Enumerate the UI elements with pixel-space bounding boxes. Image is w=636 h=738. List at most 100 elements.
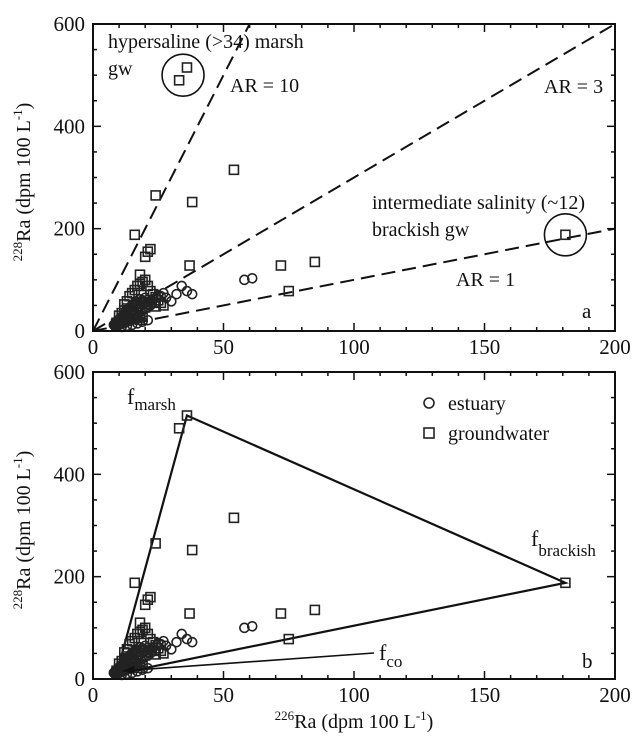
panel-b-xlabel-main: Ra (dpm 100 L (294, 711, 416, 733)
x-tick-label: 100 (338, 683, 370, 707)
y-tick-label: 600 (54, 360, 86, 384)
f-co-base: f (379, 640, 387, 665)
f-co-arrow-head (122, 666, 135, 675)
groundwater-point (173, 74, 185, 86)
panel-b-xlabel-sup: 226 (275, 708, 295, 723)
panel-a-ylabel-close: ) (13, 103, 35, 110)
panel-a-highlight-circles (161, 53, 588, 257)
x-tick-label: 50 (213, 683, 234, 707)
groundwater-point (142, 594, 154, 605)
groundwater-point (184, 260, 195, 271)
groundwater-point (560, 577, 571, 589)
intermediate-label: intermediate salinity (~12) (372, 192, 585, 214)
groundwater-point (121, 309, 133, 320)
groundwater-point (150, 649, 161, 660)
groundwater-point (139, 274, 151, 286)
panel-b-ylabel-exp: -1 (10, 457, 25, 468)
groundwater-point (275, 260, 287, 271)
f-co-arrow (122, 652, 375, 675)
panel-b-points (108, 410, 571, 681)
x-tick-label: 200 (599, 335, 631, 359)
hypersaline-label: hypersaline (>34) marsh (108, 31, 304, 53)
panel-b-ylabel-sup: 228 (10, 590, 25, 610)
hypersaline-label-gw: gw (108, 58, 133, 80)
groundwater-point (121, 657, 133, 668)
reference-line (92, 23, 251, 332)
estuary-point (186, 288, 198, 300)
groundwater-point (283, 285, 295, 297)
legend: estuary groundwater (423, 393, 549, 445)
estuary-point (181, 633, 193, 645)
groundwater-point (560, 229, 571, 241)
f-marsh-sub: marsh (134, 395, 176, 414)
panel-b-ylabel-main: Ra (dpm 100 L (13, 468, 35, 590)
y-tick-label: 0 (75, 319, 86, 343)
groundwater-point (134, 314, 146, 326)
groundwater-point (150, 301, 161, 312)
groundwater-point (309, 604, 321, 616)
f-marsh-base: f (127, 384, 135, 409)
groundwater-point (186, 544, 198, 556)
groundwater-point (184, 608, 195, 619)
panel-b-ylabel-close: ) (13, 451, 35, 458)
groundwater-point (142, 246, 154, 257)
groundwater-point (119, 311, 130, 322)
y-tick-label: 400 (54, 462, 86, 486)
groundwater-point (142, 647, 154, 658)
panel-a-ylabel: 228Ra (dpm 100 L-1) (10, 103, 35, 262)
highlight-circle (161, 53, 205, 97)
panel-a-ylabel-main: Ra (dpm 100 L (13, 120, 35, 242)
x-tick-label: 200 (599, 683, 631, 707)
estuary-point (246, 272, 258, 284)
panel-b-xlabel-close: ) (427, 711, 434, 733)
panel-b-ylabel: 228Ra (dpm 100 L-1) (10, 451, 35, 610)
ar10-label: AR = 10 (230, 75, 299, 97)
legend-groundwater-label: groundwater (448, 423, 549, 445)
panel-b-ticks: 0 50 100 150 200 0 200 400 600 (54, 360, 631, 707)
groundwater-point (186, 196, 198, 208)
f-brackish-label: fbrackish (531, 526, 596, 560)
panel-b-xlabel: 226Ra (dpm 100 L-1) (275, 708, 434, 733)
y-tick-label: 600 (54, 12, 86, 36)
groundwater-point (142, 299, 154, 310)
estuary-point (176, 628, 188, 640)
estuary-point (171, 636, 182, 648)
x-tick-label: 100 (338, 335, 370, 359)
f-brackish-base: f (531, 526, 539, 551)
panel-a-ylabel-exp: -1 (10, 109, 25, 120)
estuary-point (176, 280, 188, 292)
groundwater-point (150, 190, 161, 201)
estuary-point (186, 636, 198, 648)
x-tick-label: 0 (88, 683, 99, 707)
highlight-circle (543, 213, 588, 257)
reference-line (92, 227, 616, 332)
groundwater-point (139, 622, 151, 634)
panel-b: 228Ra (dpm 100 L-1) 0 50 100 150 20002004006… (10, 360, 631, 733)
legend-estuary-label: estuary (448, 393, 506, 415)
groundwater-point (145, 591, 156, 603)
y-tick-label: 0 (75, 667, 86, 691)
x-tick-label: 50 (213, 335, 234, 359)
groundwater-point (309, 256, 321, 268)
estuary-point (181, 285, 193, 297)
groundwater-point (134, 662, 146, 674)
panel-a-letter: a (582, 299, 592, 323)
y-tick-label: 400 (54, 114, 86, 138)
estuary-point (239, 622, 250, 634)
y-tick-label: 200 (54, 565, 86, 589)
intermediate-label-brackish: brackish gw (372, 219, 470, 241)
estuary-point (246, 620, 258, 632)
groundwater-point (129, 577, 141, 589)
panel-b-frame (92, 371, 616, 680)
f-co-label: fco (379, 640, 402, 671)
groundwater-point (181, 410, 193, 421)
groundwater-point (173, 422, 185, 434)
panel-a-points (108, 62, 571, 333)
groundwater-point (228, 512, 240, 524)
x-tick-label: 150 (469, 683, 501, 707)
ar3-label: AR = 3 (544, 76, 603, 98)
panel-a: 228Ra (dpm 100 L-1) 0 50 100 150 200 0 200 400 6… (10, 12, 631, 359)
groundwater-point (129, 229, 141, 241)
groundwater-point (283, 633, 295, 645)
